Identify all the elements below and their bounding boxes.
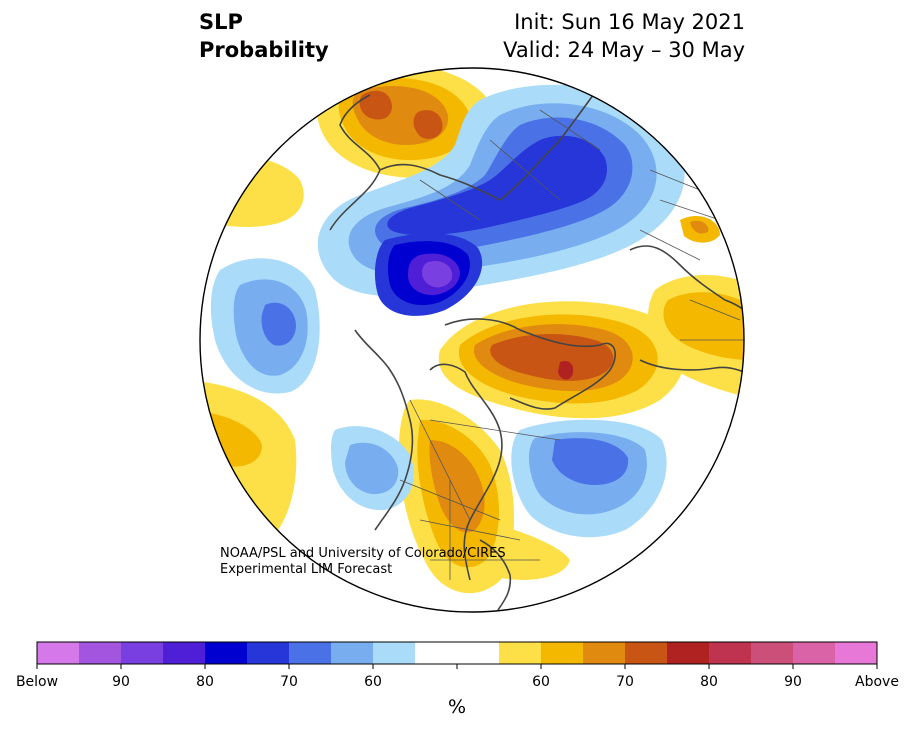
anomaly-greenland-above [438,301,685,419]
colorbar-cell [457,642,500,664]
coastlines [329,84,744,611]
init-date: Init: Sun 16 May 2021 [514,10,745,34]
colorbar-label-below-60: 60 [364,674,382,690]
colorbar-cell [793,642,836,664]
colorbar-cell [37,642,80,664]
map-title: SLP Probability [199,8,329,64]
attribution-line-2: Experimental LIM Forecast [220,562,393,577]
anomaly-pacific-below [210,258,320,394]
title-line-slp: SLP [199,10,243,34]
colorbar-label-above: Above [855,674,899,690]
colorbar-cell [373,642,416,664]
colorbar-label-below-70: 70 [280,674,298,690]
anomaly-north-america-above [398,399,570,594]
colorbar-cell [709,642,752,664]
colorbar-cell [835,642,878,664]
colorbar-cell [541,642,584,664]
colorbar-cell [583,642,626,664]
colorbar-label-below: Below [15,674,59,690]
polar-map [199,67,745,613]
colorbar-label-above-80: 80 [700,674,718,690]
colorbar-cell [79,642,122,664]
colorbar-cell [499,642,542,664]
attribution-line-1: NOAA/PSL and University of Colorado/CIRE… [220,546,506,561]
colorbar-cell [331,642,374,664]
colorbar-cell [163,642,206,664]
title-line-probability: Probability [199,38,329,62]
colorbar-cell [667,642,710,664]
colorbar-cell [247,642,290,664]
political-borders [399,109,744,580]
colorbar-cell [205,642,248,664]
colorbar-label-below-90: 90 [112,674,130,690]
valid-date: Valid: 24 May – 30 May [503,38,745,62]
colorbar-cell [289,642,332,664]
colorbar-cell [751,642,794,664]
colorbar-ticks [36,664,878,669]
colorbar-cell [625,642,668,664]
date-info: Init: Sun 16 May 2021 Valid: 24 May – 30… [503,8,745,64]
anomaly-arctic-below [317,84,685,316]
colorbar-label-above-60: 60 [532,674,550,690]
probability-field [200,68,744,612]
colorbar-cell [121,642,164,664]
colorbar-cells [37,642,878,664]
colorbar-unit-label: % [447,696,467,718]
anomaly-north-atlantic-below [330,419,667,538]
map-boundary [199,67,745,613]
colorbar-label-below-80: 80 [196,674,214,690]
attribution: NOAA/PSL and University of Colorado/CIRE… [220,546,506,578]
colorbar [36,641,878,669]
colorbar-label-above-90: 90 [784,674,802,690]
colorbar-cell [415,642,458,664]
colorbar-label-above-70: 70 [616,674,634,690]
